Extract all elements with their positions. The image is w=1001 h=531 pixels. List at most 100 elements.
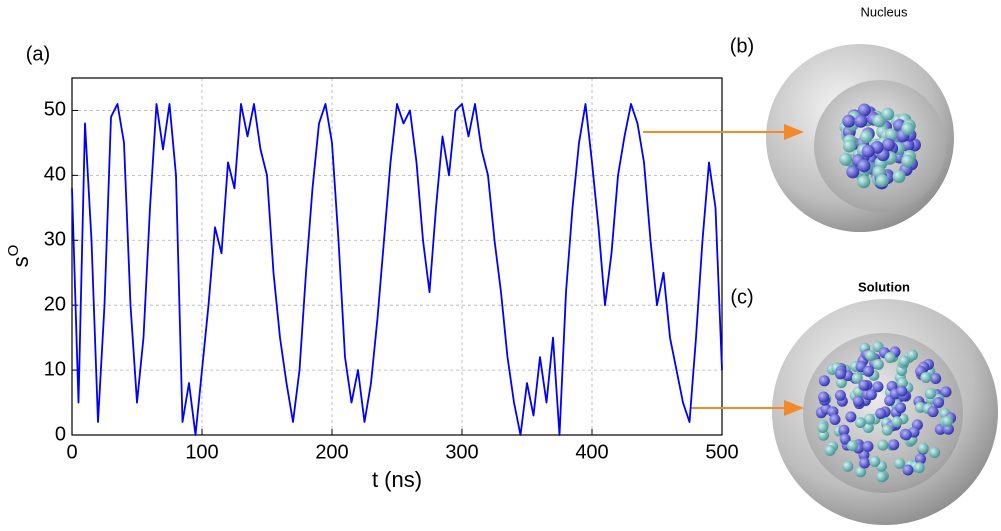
particle: [842, 460, 854, 472]
particle: [884, 352, 896, 364]
series-line: [71, 103, 723, 436]
particle: [895, 402, 907, 414]
inset-title: Solution: [858, 279, 910, 294]
particle: [855, 466, 867, 478]
particle: [877, 439, 889, 451]
particle: [839, 152, 853, 166]
y-tick-label: 30: [44, 229, 66, 251]
particle: [845, 411, 857, 423]
particles: [815, 103, 957, 483]
particle: [861, 144, 875, 158]
particle: [896, 385, 908, 397]
particle: [851, 372, 863, 384]
particle: [834, 389, 846, 401]
particle: [829, 414, 841, 426]
y-axis-title: sO: [5, 245, 33, 268]
particle: [842, 139, 856, 153]
particle: [838, 424, 850, 436]
particle: [857, 175, 871, 189]
x-tick-label: 200: [315, 441, 348, 463]
panel-label: (b): [730, 35, 754, 57]
particle: [842, 114, 856, 128]
particle: [940, 386, 952, 398]
particle: [933, 397, 945, 409]
particle: [881, 424, 893, 436]
particle: [893, 457, 905, 469]
particle: [875, 174, 889, 188]
particle: [865, 389, 877, 401]
particle: [920, 372, 932, 384]
inset-title: Nucleus: [861, 4, 908, 19]
particle: [914, 453, 926, 465]
particle: [854, 114, 868, 128]
y-tick-label: 20: [44, 293, 66, 315]
particle: [913, 462, 925, 474]
x-tick-label: 100: [185, 441, 218, 463]
particle: [892, 169, 906, 183]
particle: [902, 464, 914, 476]
particle: [888, 439, 900, 451]
particle: [927, 406, 939, 418]
particle: [876, 471, 888, 483]
particle: [863, 365, 875, 377]
x-tick-label: 300: [445, 441, 478, 463]
panel-label: (a): [26, 43, 50, 65]
x-tick-label: 400: [575, 441, 608, 463]
particle: [872, 381, 884, 393]
particle: [898, 355, 910, 367]
x-tick-label: 0: [66, 441, 77, 463]
particle: [864, 413, 876, 425]
particle: [857, 103, 871, 117]
particle: [862, 421, 874, 433]
particle: [901, 122, 915, 136]
particle: [817, 422, 829, 434]
particle: [900, 429, 912, 441]
particle: [839, 433, 851, 445]
particle: [859, 457, 871, 469]
particle: [896, 377, 908, 389]
particle: [929, 447, 941, 459]
particle: [834, 368, 846, 380]
particle: [906, 349, 918, 361]
particle: [862, 440, 874, 452]
particle: [925, 388, 937, 400]
plot-frame: [71, 77, 723, 436]
particle: [846, 165, 860, 179]
particle: [865, 349, 877, 361]
particle: [872, 358, 884, 370]
particle: [824, 444, 836, 456]
x-axis-title: t (ns): [372, 467, 422, 492]
particle: [930, 373, 942, 385]
particle: [941, 415, 953, 427]
particle: [818, 375, 830, 387]
particle: [818, 391, 830, 403]
panel-label: (c): [730, 286, 753, 308]
particle: [869, 456, 881, 468]
particle: [881, 138, 895, 152]
particle: [875, 407, 887, 419]
particle: [872, 114, 886, 128]
y-tick-label: 10: [44, 358, 66, 380]
y-axis-title-main: s: [8, 256, 33, 267]
particle: [847, 440, 859, 452]
arrows: [643, 124, 804, 416]
particle: [891, 416, 903, 428]
y-tick-label: 40: [44, 164, 66, 186]
particle: [852, 395, 864, 407]
y-tick-label: 0: [55, 423, 66, 445]
y-tick-label: 50: [44, 99, 66, 121]
particle: [857, 159, 871, 173]
particle: [835, 377, 847, 389]
particle: [881, 107, 895, 121]
particle: [917, 442, 929, 454]
y-axis-title-sup: O: [5, 245, 22, 257]
particle: [854, 417, 866, 429]
particle: [884, 128, 898, 142]
arrow-head: [784, 400, 804, 416]
x-tick-label: 500: [705, 441, 738, 463]
particle: [859, 130, 873, 144]
arrow-head: [784, 124, 804, 140]
particle: [901, 154, 915, 168]
